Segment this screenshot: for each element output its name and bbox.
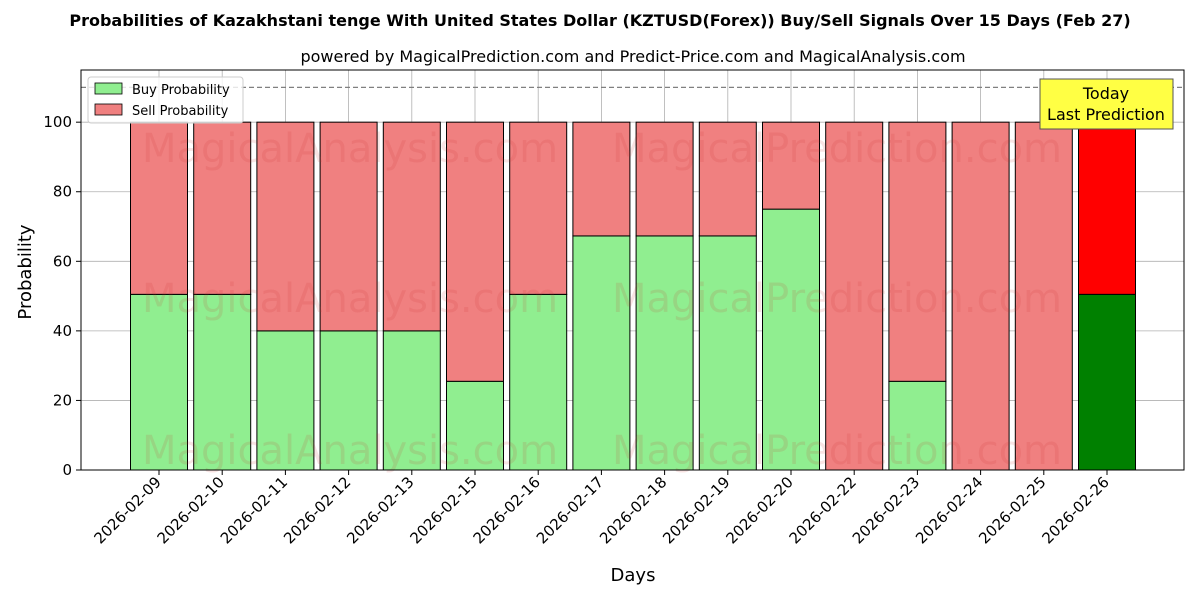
bar-buy — [319, 330, 378, 471]
watermark: MagicalPrediction.com — [612, 276, 1062, 322]
x-tick-label: 2026-02-16 — [470, 473, 544, 547]
y-tick-label: 80 — [53, 183, 72, 201]
legend-swatch-buy — [94, 82, 123, 95]
watermark: MagicalAnalysis.com — [142, 276, 558, 322]
x-tick-label: 2026-02-10 — [154, 473, 228, 547]
legend-swatch-sell — [94, 103, 123, 116]
x-tick-label: 2026-02-18 — [596, 473, 670, 547]
today-annotation-line2: Last Prediction — [1047, 105, 1165, 124]
bar-buy — [1078, 293, 1136, 471]
x-axis-label: Days — [611, 565, 656, 586]
bar-sell — [635, 121, 694, 237]
y-tick-label: 0 — [62, 461, 72, 479]
x-tick-label: 2026-02-26 — [1038, 473, 1112, 547]
plot-frame — [80, 69, 1185, 471]
legend: Buy Probability Sell Probability — [87, 76, 244, 124]
legend-label-buy: Buy Probability — [132, 83, 230, 98]
watermark: MagicalPrediction.com — [612, 126, 1062, 172]
bars — [130, 121, 1136, 471]
bar-sell — [951, 121, 1010, 471]
bar-buy — [888, 380, 947, 471]
today-annotation: Today Last Prediction — [1039, 78, 1174, 130]
today-annotation-box — [1039, 78, 1174, 130]
bar-buy — [382, 330, 441, 471]
x-tick-label: 2026-02-20 — [722, 473, 796, 547]
x-tick-label: 2026-02-15 — [406, 473, 480, 547]
bar-buy — [762, 208, 820, 471]
bar-sell — [572, 121, 631, 237]
chart-subtitle: powered by MagicalPrediction.com and Pre… — [300, 47, 965, 66]
today-annotation-line1: Today — [1082, 84, 1129, 103]
legend-label-sell: Sell Probability — [132, 104, 229, 119]
bar-sell — [382, 121, 441, 332]
bar-buy — [572, 235, 631, 471]
bar-sell — [256, 121, 315, 332]
watermark: MagicalAnalysis.com — [142, 428, 558, 474]
bar-buy — [256, 330, 315, 471]
y-axis-label: Probability — [15, 224, 36, 319]
y-tick-label: 60 — [53, 252, 72, 270]
x-tick-label: 2026-02-24 — [912, 473, 986, 547]
bar-sell — [319, 121, 378, 332]
x-tick-label: 2026-02-25 — [975, 473, 1049, 547]
x-tick-label: 2026-02-09 — [90, 473, 164, 547]
bar-sell — [825, 121, 884, 471]
bar-sell — [698, 121, 757, 237]
x-axis-ticks: 2026-02-092026-02-102026-02-112026-02-12… — [90, 470, 1113, 547]
bar-buy — [635, 235, 694, 471]
x-tick-label: 2026-02-11 — [217, 473, 291, 547]
bar-buy — [446, 380, 504, 471]
bar-buy — [193, 293, 252, 471]
bar-buy — [509, 293, 568, 471]
bar-sell — [130, 121, 188, 295]
legend-box — [87, 76, 244, 124]
y-axis-ticks: 0 20 40 60 80 100 — [43, 113, 81, 479]
bar-buy — [698, 235, 757, 471]
x-tick-label: 2026-02-23 — [849, 473, 923, 547]
chart-title: Probabilities of Kazakhstani tenge With … — [69, 11, 1130, 30]
y-tick-label: 100 — [43, 113, 72, 131]
watermark: MagicalAnalysis.com — [142, 126, 558, 172]
bar-sell — [446, 121, 504, 382]
watermark: MagicalPrediction.com — [612, 428, 1062, 474]
bar-sell — [888, 121, 947, 382]
x-tick-label: 2026-02-19 — [659, 473, 733, 547]
bar-sell — [762, 121, 820, 210]
y-tick-label: 20 — [53, 391, 72, 409]
x-tick-label: 2026-02-22 — [786, 473, 860, 547]
bar-sell — [1078, 121, 1136, 295]
y-tick-label: 40 — [53, 322, 72, 340]
watermarks: MagicalAnalysis.com MagicalPrediction.com… — [142, 126, 1062, 474]
x-tick-label: 2026-02-13 — [343, 473, 417, 547]
x-tick-label: 2026-02-12 — [280, 473, 354, 547]
x-tick-label: 2026-02-17 — [533, 473, 607, 547]
bar-sell — [509, 121, 568, 295]
